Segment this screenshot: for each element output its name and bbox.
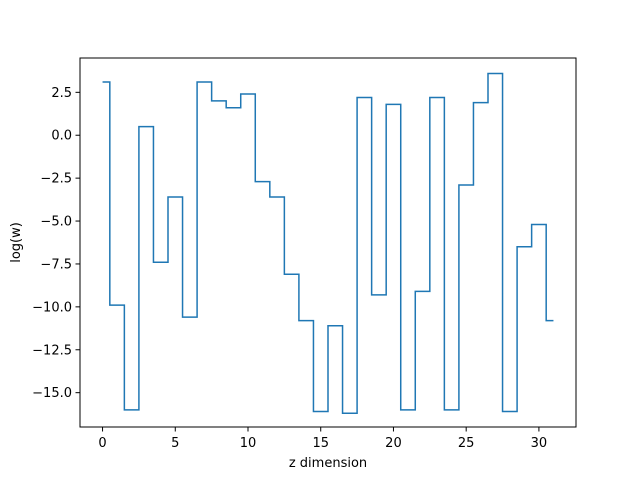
x-tick-label: 30 [531,436,548,451]
x-axis-ticks: 0 5 10 15 20 25 30 [98,427,547,451]
y-tick-label: −7.5 [40,257,72,272]
y-tick-label: −10.0 [32,300,72,315]
x-tick-label: 15 [312,436,329,451]
x-tick-label: 5 [171,436,179,451]
y-tick-label: −15.0 [32,386,72,401]
plot-frame [79,57,577,428]
y-axis-title: log(w) [9,222,24,263]
y-tick-label: −5.0 [40,215,72,230]
x-axis-title: z dimension [289,456,367,471]
series-line-0 [102,72,554,415]
series-layer [102,72,554,415]
x-tick-label: 0 [98,436,106,451]
x-tick-label: 20 [385,436,402,451]
x-tick-label: 25 [458,436,475,451]
y-axis-ticks: 2.5 0.0 −2.5 −5.0 −7.5 −10.0 −12.5 −15.0 [32,86,80,401]
y-tick-label: 2.5 [51,86,72,101]
y-tick-label: −2.5 [40,172,72,187]
y-tick-label: −12.5 [32,343,72,358]
x-tick-label: 10 [240,436,257,451]
y-tick-label: 0.0 [51,129,72,144]
